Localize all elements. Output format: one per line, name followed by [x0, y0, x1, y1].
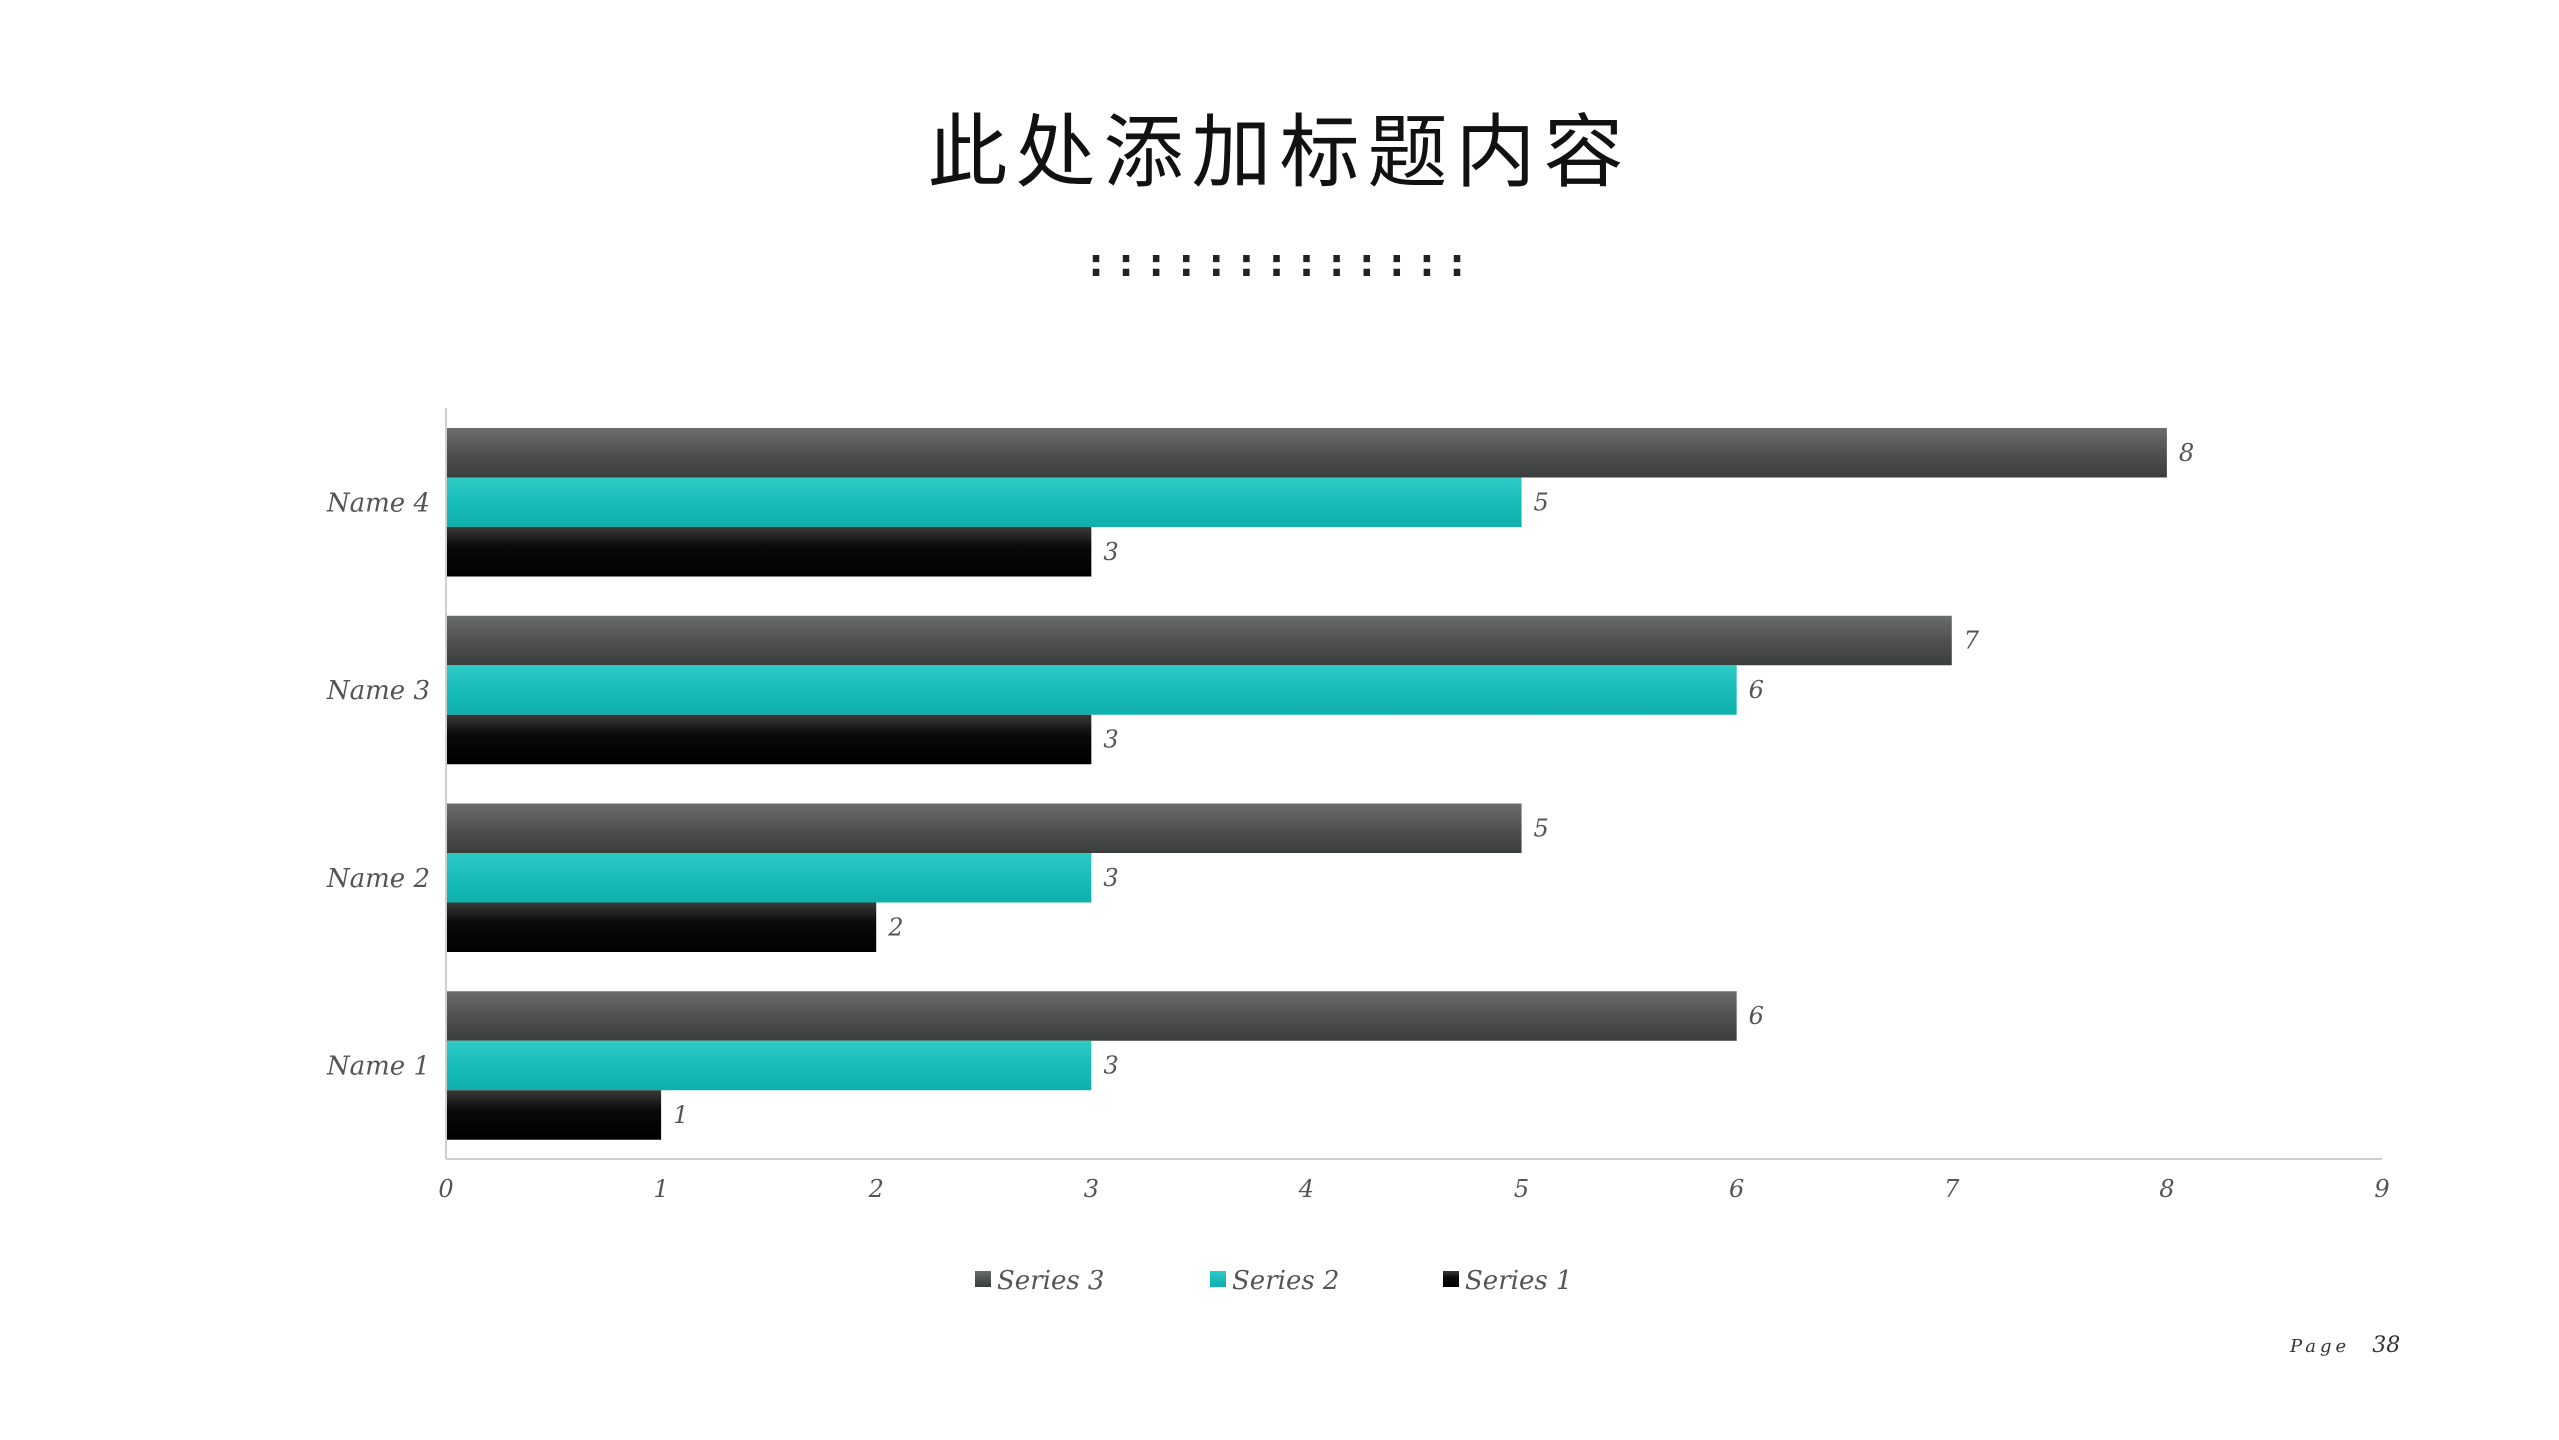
category-label: Name 4: [326, 488, 430, 518]
legend-label-series-2: Series 2: [1232, 1266, 1339, 1296]
category-label: Name 3: [326, 676, 430, 706]
legend-label-series-3: Series 3: [997, 1266, 1104, 1296]
data-label: 5: [1534, 488, 1549, 516]
x-tick-label: 5: [1514, 1175, 1529, 1203]
x-tick-label: 3: [1084, 1175, 1099, 1203]
category-label: Name 1: [326, 1052, 430, 1082]
bar-series-2-name-1: [446, 1040, 1092, 1091]
legend-swatch-series-2: [1210, 1271, 1226, 1287]
page-footer: Page 38: [2290, 1333, 2400, 1358]
data-label: 8: [2179, 439, 2194, 467]
x-tick-label: 9: [2374, 1175, 2389, 1203]
page-number: 38: [2372, 1333, 2401, 1358]
x-tick-label: 6: [1729, 1175, 1744, 1203]
bar-series-2-name-3: [446, 665, 1737, 715]
slide-title: 此处添加标题内容: [927, 106, 1632, 199]
bar-series-3-name-1: [446, 991, 1737, 1041]
bar-series-3-name-2: [446, 803, 1522, 853]
x-tick-label: 8: [2159, 1175, 2174, 1203]
data-label: 6: [1749, 1002, 1764, 1030]
data-label: 5: [1534, 814, 1549, 842]
data-label: 3: [1103, 726, 1118, 754]
bar-series-1-name-3: [446, 714, 1092, 765]
title-dots-divider: :::::::::::::: [1083, 240, 1476, 286]
x-tick-label: 4: [1298, 1175, 1314, 1203]
data-label: 3: [1103, 538, 1118, 566]
x-tick-label: 2: [868, 1175, 884, 1203]
data-label: 7: [1964, 627, 1980, 655]
legend-label-series-1: Series 1: [1465, 1266, 1572, 1296]
data-label: 3: [1103, 864, 1118, 892]
x-tick-label: 7: [1944, 1175, 1960, 1203]
bar-series-1-name-2: [446, 902, 877, 952]
bar-series-1-name-4: [446, 527, 1092, 577]
bar-series-2-name-2: [446, 853, 1092, 903]
x-tick-label: 0: [438, 1175, 453, 1203]
category-label: Name 2: [326, 864, 430, 894]
page-word: Page: [2290, 1336, 2351, 1357]
x-tick-label: 1: [653, 1175, 668, 1203]
legend-swatch-series-1: [1443, 1271, 1459, 1287]
data-label: 2: [887, 913, 903, 941]
bar-series-3-name-4: [446, 428, 2167, 478]
legend-swatch-series-3: [975, 1271, 991, 1287]
data-label: 1: [673, 1101, 688, 1129]
data-label: 6: [1749, 676, 1764, 704]
bar-series-2-name-4: [446, 477, 1522, 527]
bar-series-3-name-3: [446, 615, 1952, 666]
data-label: 3: [1103, 1052, 1118, 1080]
bar-series-1-name-1: [446, 1090, 662, 1140]
